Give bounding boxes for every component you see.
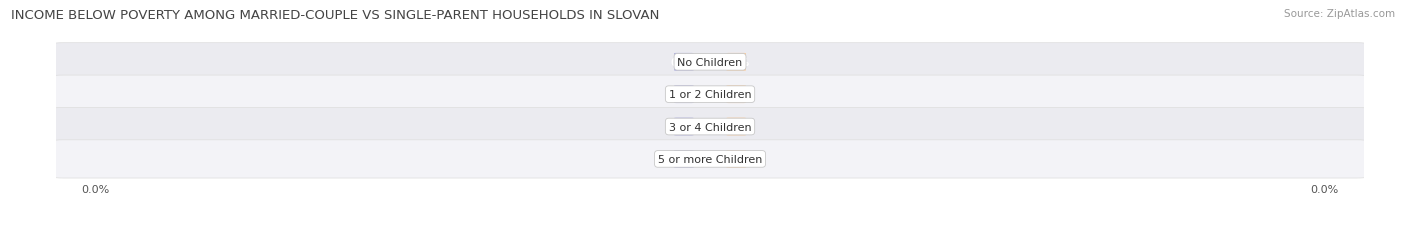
Text: 0.0%: 0.0% [723, 58, 749, 67]
FancyBboxPatch shape [727, 118, 747, 136]
FancyBboxPatch shape [673, 150, 693, 168]
Text: 0.0%: 0.0% [723, 122, 749, 132]
Text: INCOME BELOW POVERTY AMONG MARRIED-COUPLE VS SINGLE-PARENT HOUSEHOLDS IN SLOVAN: INCOME BELOW POVERTY AMONG MARRIED-COUPL… [11, 9, 659, 22]
Text: 3 or 4 Children: 3 or 4 Children [669, 122, 751, 132]
Text: 0.0%: 0.0% [671, 122, 697, 132]
FancyBboxPatch shape [46, 108, 1374, 146]
Text: 0.0%: 0.0% [671, 154, 697, 164]
Text: 0.0%: 0.0% [723, 154, 749, 164]
FancyBboxPatch shape [46, 76, 1374, 114]
FancyBboxPatch shape [673, 86, 693, 104]
Text: 1 or 2 Children: 1 or 2 Children [669, 90, 751, 100]
FancyBboxPatch shape [673, 54, 693, 71]
FancyBboxPatch shape [727, 150, 747, 168]
Text: 0.0%: 0.0% [723, 90, 749, 100]
Text: 0.0%: 0.0% [671, 90, 697, 100]
FancyBboxPatch shape [673, 118, 693, 136]
Text: 5 or more Children: 5 or more Children [658, 154, 762, 164]
Text: No Children: No Children [678, 58, 742, 67]
FancyBboxPatch shape [727, 54, 747, 71]
FancyBboxPatch shape [46, 43, 1374, 82]
Text: 0.0%: 0.0% [671, 58, 697, 67]
Text: Source: ZipAtlas.com: Source: ZipAtlas.com [1284, 9, 1395, 19]
FancyBboxPatch shape [46, 140, 1374, 178]
FancyBboxPatch shape [727, 86, 747, 104]
